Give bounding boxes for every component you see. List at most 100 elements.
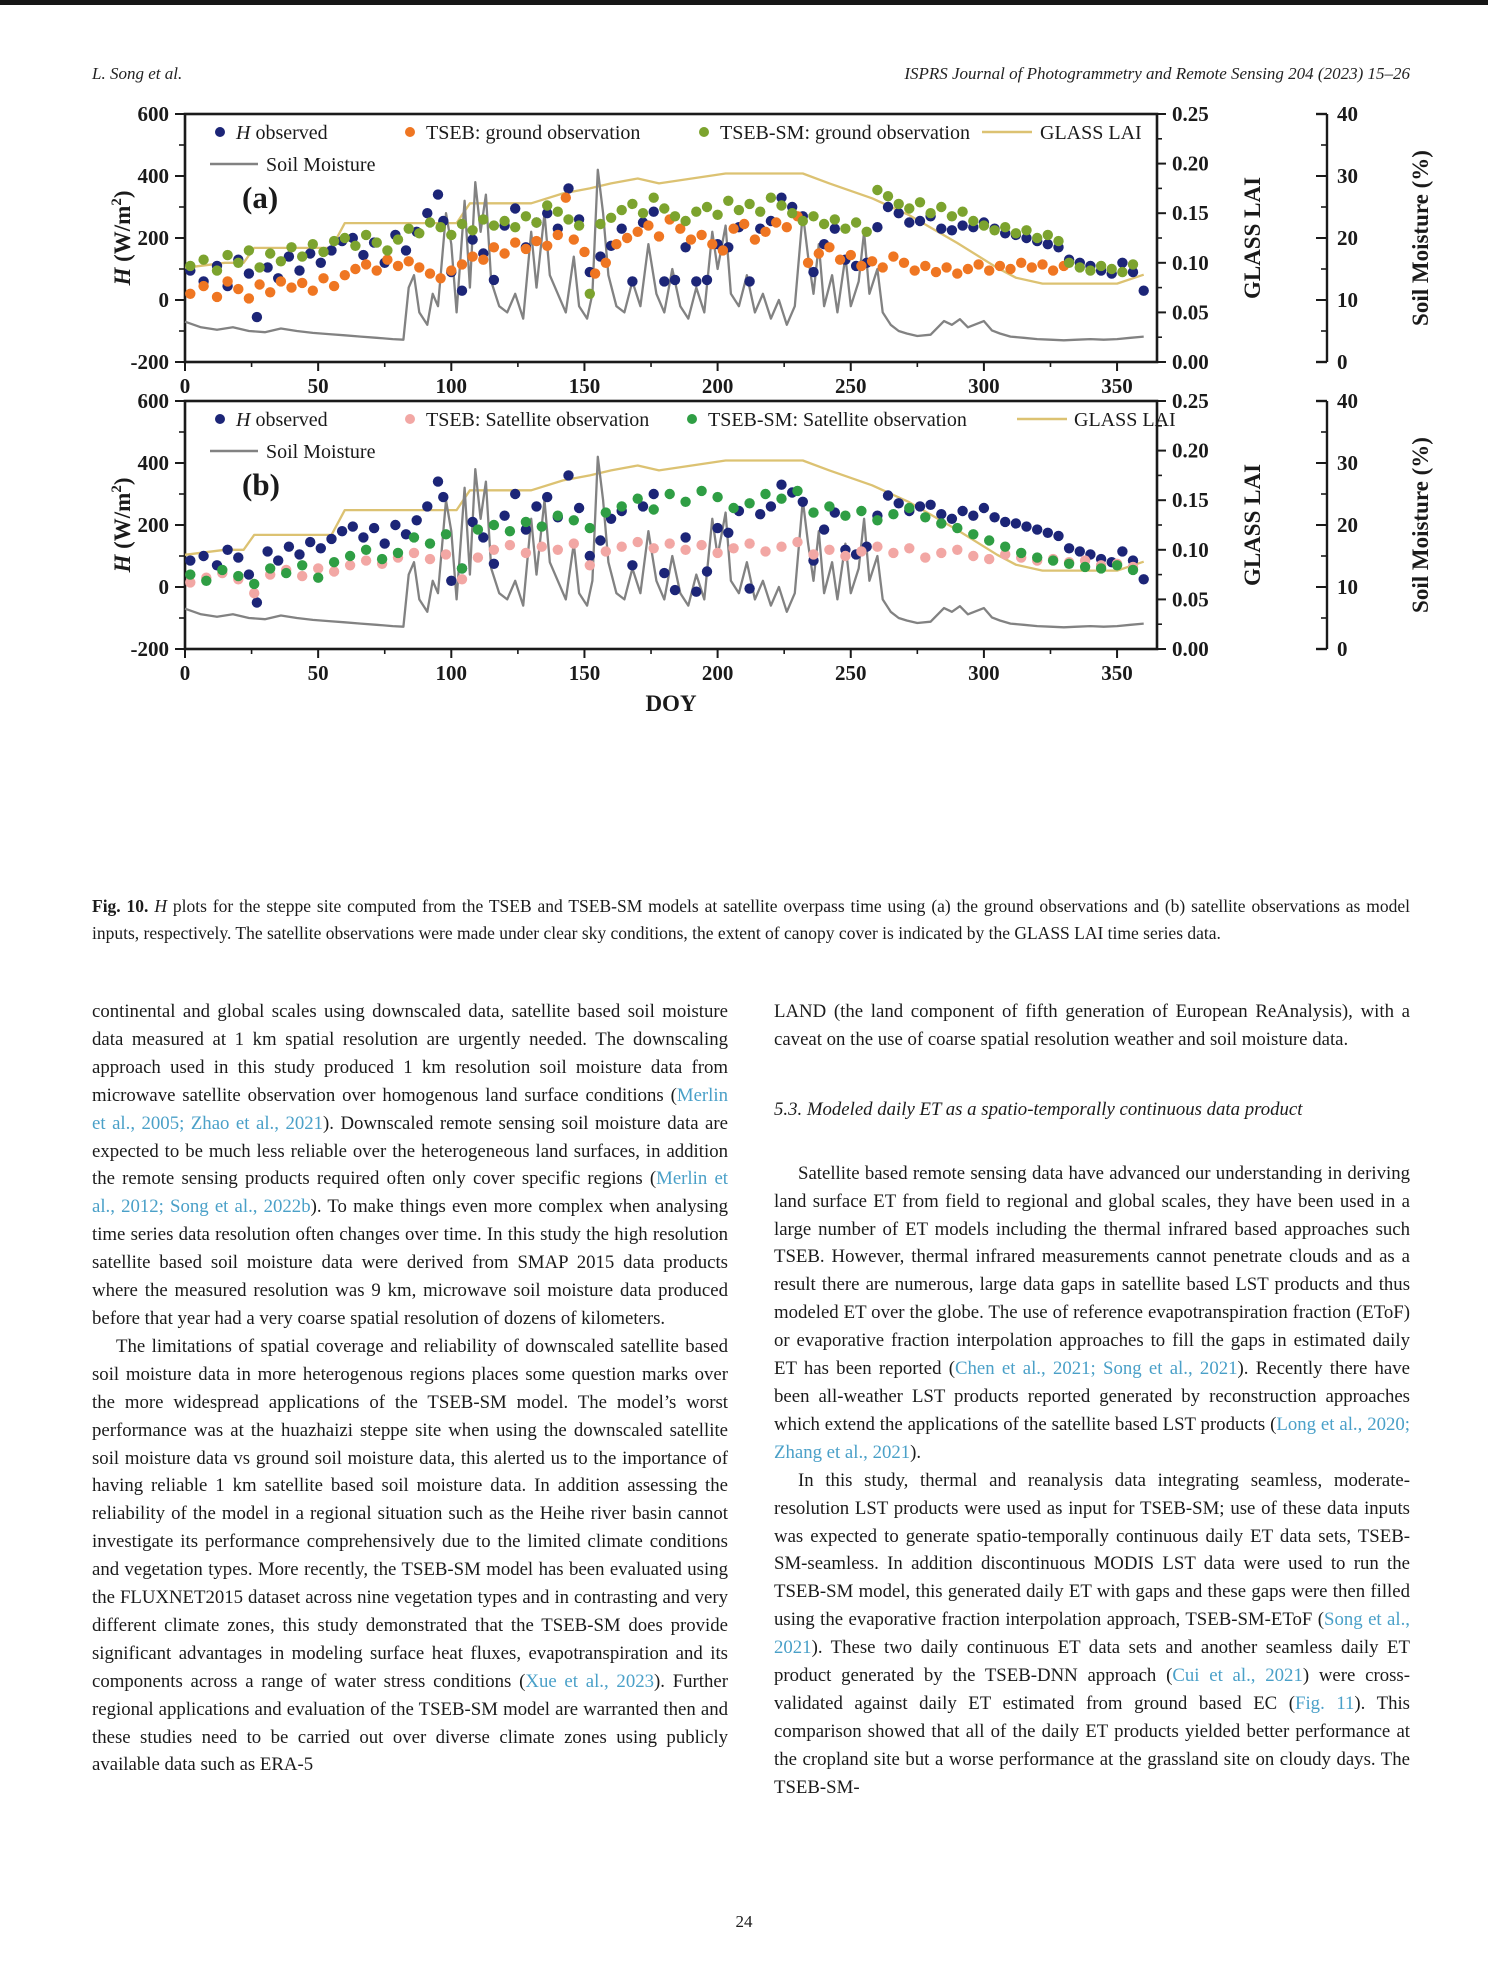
data-point (360, 259, 372, 270)
data-point (294, 265, 305, 276)
citation-link[interactable]: Chen et al., 2021; Song et al., 2021 (955, 1358, 1238, 1380)
data-point (1085, 265, 1096, 276)
data-point (605, 212, 617, 223)
sm-tick-label: 20 (1337, 226, 1358, 250)
data-point (1074, 546, 1085, 557)
sm-tick-label: 10 (1337, 288, 1358, 312)
data-point (536, 521, 547, 532)
text-run: The limitations of spatial coverage and … (92, 1335, 728, 1692)
data-point (1117, 546, 1128, 557)
panel-label: (a) (242, 180, 278, 215)
h-axis-label: H (W/m2) (109, 190, 135, 286)
data-point (776, 541, 787, 552)
data-point (872, 222, 883, 233)
data-point (1063, 257, 1075, 268)
data-point (792, 485, 803, 497)
data-point (856, 260, 867, 272)
data-point (1063, 558, 1075, 569)
citation-link[interactable]: Fig. 11 (1295, 1692, 1355, 1714)
data-point (273, 555, 284, 566)
data-point (265, 563, 276, 574)
data-point (627, 276, 638, 287)
data-point (717, 245, 729, 256)
data-point (824, 544, 835, 555)
data-point (185, 260, 196, 272)
data-point (994, 260, 1006, 272)
data-point (909, 265, 920, 276)
data-point (243, 293, 255, 304)
y-tick-label: 200 (138, 226, 170, 250)
data-point (265, 248, 276, 259)
data-point (920, 512, 931, 523)
data-point (440, 549, 452, 560)
data-point (648, 504, 659, 515)
data-point (936, 509, 947, 520)
data-point (904, 543, 915, 554)
data-point (262, 262, 273, 273)
data-point (669, 274, 681, 286)
data-point (691, 586, 702, 597)
data-point (989, 225, 1000, 236)
data-point (584, 522, 595, 534)
data-point (712, 547, 723, 559)
citation-link[interactable]: Merlin et al., 2012; Song et al., 2022b (92, 1168, 728, 1218)
data-point (328, 566, 340, 577)
data-point (984, 265, 995, 276)
paragraph: In this study, thermal and reanalysis da… (774, 1467, 1410, 1802)
data-point (467, 516, 478, 528)
citation-link[interactable]: Merlin et al., 2005; Zhao et al., 2021 (92, 1084, 728, 1134)
data-point (648, 206, 659, 217)
y-tick-label: 0 (159, 288, 170, 312)
data-point (185, 555, 196, 566)
data-point (456, 218, 468, 230)
data-point (584, 550, 595, 562)
chart-svg(a): 0 50 100 150 200 250 300 350-20002004006000.000… (109, 102, 1433, 398)
data-point (749, 234, 761, 245)
citation-link[interactable]: Long et al., 2020; Zhang et al., 2021 (774, 1413, 1410, 1463)
body-columns: continental and global scales using down… (92, 998, 1410, 1802)
x-tick-label: 150 (569, 661, 601, 685)
data-point (358, 532, 369, 543)
data-point (446, 265, 457, 276)
data-point (840, 223, 851, 234)
data-point (233, 283, 244, 295)
text-run: ). Further regional applications and eva… (92, 1670, 728, 1776)
data-point (233, 552, 244, 563)
data-point (755, 509, 766, 520)
citation-link[interactable]: Song et al., 2021 (774, 1609, 1410, 1659)
data-point (946, 225, 958, 236)
data-point (265, 287, 276, 298)
data-point (616, 204, 627, 216)
data-point (648, 192, 659, 203)
data-point (520, 243, 532, 255)
soil-moisture-axis-label: Soil Moisture (%) (1408, 437, 1433, 613)
data-point (1127, 259, 1139, 270)
data-point (888, 547, 899, 559)
data-point (1000, 222, 1011, 233)
data-point (283, 251, 295, 262)
data-point (573, 502, 585, 514)
data-point (1047, 555, 1059, 566)
data-point (573, 220, 585, 231)
data-point (1037, 259, 1048, 270)
data-point (765, 192, 777, 203)
data-point (712, 491, 723, 503)
citation-link[interactable]: Cui et al., 2021 (1172, 1665, 1303, 1687)
data-point (957, 505, 968, 517)
data-point (368, 522, 380, 534)
data-point (488, 242, 500, 253)
sm-tick-label: 20 (1337, 513, 1358, 537)
x-tick-label: 350 (1101, 661, 1133, 685)
data-point (432, 189, 444, 200)
data-point (984, 553, 995, 565)
plot-box (183, 399, 1159, 651)
citation-link[interactable]: Xue et al., 2023 (525, 1670, 654, 1692)
data-point (488, 558, 500, 569)
data-point (765, 501, 777, 512)
text-run: In this study, thermal and reanalysis da… (774, 1469, 1410, 1631)
sm-tick-label: 30 (1337, 451, 1358, 475)
data-point (813, 248, 824, 259)
data-point (286, 282, 297, 293)
text-run: ). These two daily continuous ET data se… (774, 1637, 1410, 1687)
